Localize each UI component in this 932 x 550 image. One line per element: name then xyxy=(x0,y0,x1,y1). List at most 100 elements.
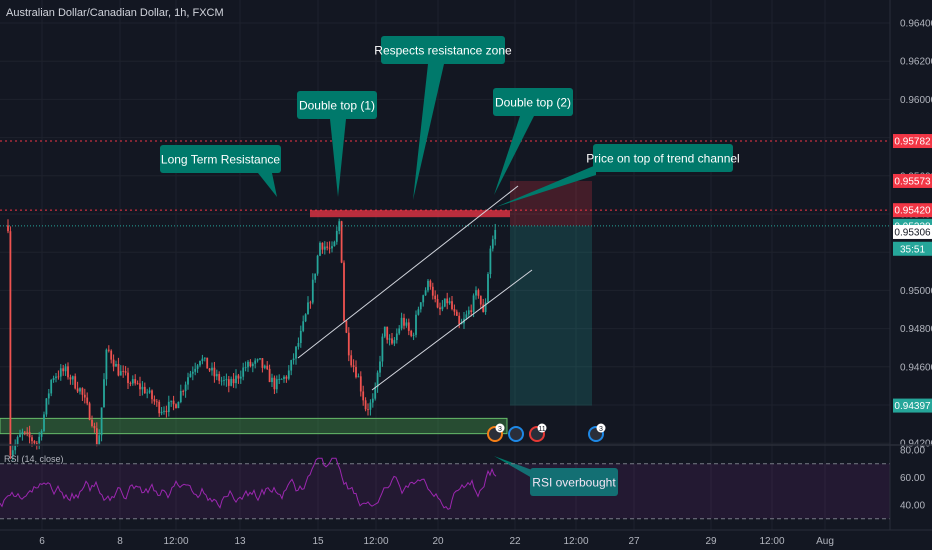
candle-body xyxy=(412,334,415,336)
candle-body xyxy=(59,368,62,377)
price-tag-bg xyxy=(893,203,932,218)
candle-body xyxy=(69,377,72,380)
candle-body xyxy=(333,241,336,247)
trend-lines xyxy=(0,140,890,391)
candle-body xyxy=(405,322,408,326)
candle-body xyxy=(232,378,235,384)
candle-body xyxy=(211,367,213,371)
candle-body xyxy=(477,290,480,296)
candle-body xyxy=(299,330,302,343)
candle-body xyxy=(100,407,103,436)
candle-body xyxy=(251,363,254,367)
candle-body xyxy=(55,376,57,379)
candle-body xyxy=(343,262,345,321)
candle-body xyxy=(93,425,96,429)
candle-body xyxy=(309,302,312,304)
price-tag-label: 0.95573 xyxy=(894,176,931,187)
candle-body xyxy=(472,295,475,313)
callout-pointer xyxy=(258,173,277,197)
callout-text: Double top (2) xyxy=(495,96,571,110)
event-badges: 3 11 3 xyxy=(487,423,606,442)
callout-box xyxy=(593,144,733,172)
candle-body xyxy=(335,230,338,242)
chart-title: Australian Dollar/Canadian Dollar, 1h, F… xyxy=(6,7,224,19)
candle-body xyxy=(307,302,309,315)
x-tick-label: 12:00 xyxy=(759,536,784,547)
candle-body xyxy=(278,379,281,380)
candle-body xyxy=(74,376,77,389)
candle-body xyxy=(263,365,266,368)
candle-body xyxy=(213,367,216,377)
candle-body xyxy=(489,248,492,275)
event-badge-count-dot xyxy=(596,423,606,433)
candle-body xyxy=(347,332,350,356)
candle-body xyxy=(465,314,468,319)
candle-body xyxy=(331,246,333,249)
candle-body xyxy=(91,419,93,426)
candle-body xyxy=(201,358,204,362)
candle-body xyxy=(491,239,494,249)
candle-body xyxy=(62,368,65,372)
price-tag-label: 0.95782 xyxy=(894,137,931,148)
candle-body xyxy=(184,384,187,392)
candle-body xyxy=(417,309,420,315)
take-profit-zone xyxy=(510,225,592,406)
candle-body xyxy=(427,280,429,291)
candle-body xyxy=(175,404,177,409)
event-badge: 3 xyxy=(487,423,505,442)
candle-body xyxy=(40,431,43,437)
candle-body xyxy=(165,410,168,413)
callout-text: Price on top of trend channel xyxy=(586,152,739,166)
candle-body xyxy=(400,317,403,329)
resistance-zone xyxy=(310,210,510,218)
price-tag-bg xyxy=(893,134,932,149)
candle-body xyxy=(127,372,129,384)
candle-body xyxy=(407,322,410,331)
candle-body xyxy=(223,380,225,381)
candle-body xyxy=(287,370,290,379)
candle-body xyxy=(479,295,482,305)
event-badge: 11 xyxy=(529,423,547,442)
candle-body xyxy=(103,379,105,408)
candle-body xyxy=(259,358,261,360)
candle-body xyxy=(230,378,233,386)
candle-body xyxy=(494,229,497,240)
price-tag: 35:51 xyxy=(893,241,932,256)
annotations: Respects resistance zone Double top (1) Do… xyxy=(160,36,740,496)
candle-body xyxy=(321,242,324,250)
candle-body xyxy=(484,302,487,313)
candle-body xyxy=(9,231,12,456)
candle-body xyxy=(256,359,259,361)
candle-body xyxy=(33,441,36,443)
candle-body xyxy=(203,357,206,359)
candle-body xyxy=(323,246,326,250)
candle-body xyxy=(292,358,295,361)
candle-body xyxy=(23,431,26,433)
x-tick-label: 12:00 xyxy=(163,536,188,547)
candle-body xyxy=(319,242,321,256)
candle-body xyxy=(57,376,60,378)
candle-body xyxy=(105,349,108,380)
candle-body xyxy=(134,379,137,384)
candle-body xyxy=(326,246,329,248)
price-tag-label: 0.95306 xyxy=(894,227,931,238)
channel-upper-line xyxy=(297,185,519,359)
candle-body xyxy=(26,431,29,433)
candle-body xyxy=(441,306,444,310)
candle-body xyxy=(153,399,156,402)
candle-body xyxy=(475,290,477,296)
candle-body xyxy=(239,376,242,379)
callout-rsi-overbought: RSI overbought xyxy=(494,456,618,496)
rsi-pane: RSI (14, close) xyxy=(0,454,890,520)
rsi-label: RSI (14, close) xyxy=(4,454,64,464)
candle-body xyxy=(242,367,245,377)
event-badge xyxy=(508,426,524,442)
candle-body xyxy=(283,376,285,379)
candle-body xyxy=(314,273,317,280)
candle-body xyxy=(189,373,192,378)
candle-body xyxy=(374,387,377,399)
callout-text: Respects resistance zone xyxy=(374,44,512,58)
callout-price-on-top: Price on top of trend channel xyxy=(496,144,740,207)
